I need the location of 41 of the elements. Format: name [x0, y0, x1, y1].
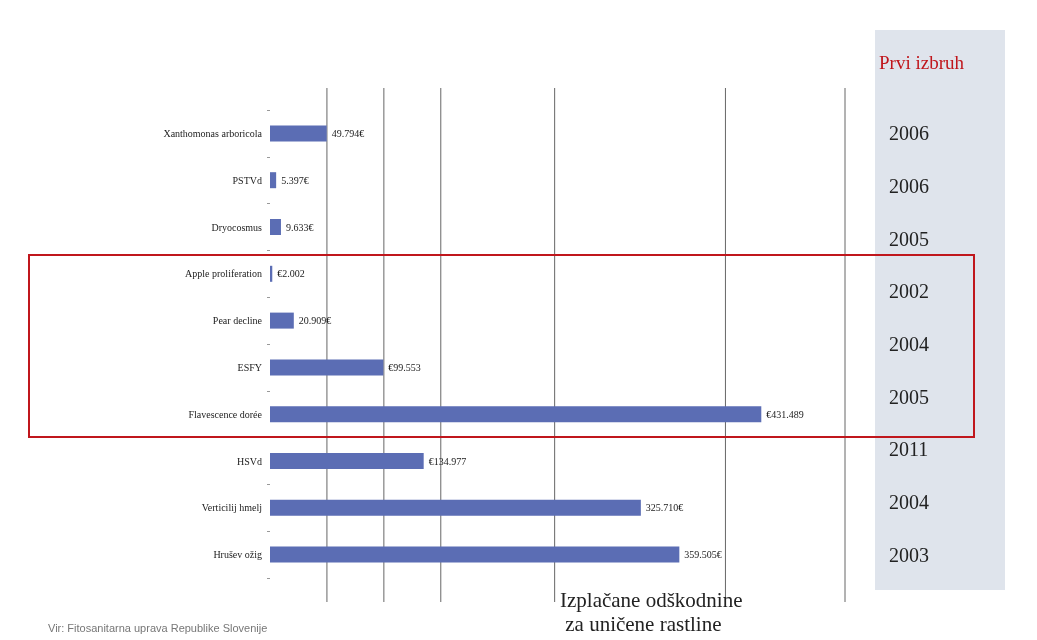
- bar: [270, 359, 384, 376]
- data-label: €134.977: [428, 455, 467, 467]
- text: Vir: Fitosanitarna uprava Republike Slovenije: [48, 622, 268, 634]
- text: 2005: [889, 227, 929, 250]
- y-tick-label: ESFY: [237, 361, 262, 373]
- text: 2011: [889, 438, 929, 461]
- y-tick-label: Flavescence dorée: [188, 408, 263, 420]
- data-label: 5.397€: [281, 174, 309, 186]
- data-label: €431.489: [766, 408, 804, 420]
- bar: [270, 499, 641, 516]
- data-label: 9.633€: [285, 221, 314, 233]
- text: 2004: [889, 333, 929, 355]
- y-tick-label: HSVd: [236, 455, 262, 467]
- bar: [270, 453, 424, 469]
- bar: [270, 546, 680, 563]
- y-tick-label: Dryocosmus: [211, 221, 263, 233]
- y-tick-label: Apple proliferation: [185, 268, 262, 280]
- text: 2006: [889, 175, 929, 198]
- y-tick-label: Verticilij hmelj: [201, 502, 262, 514]
- y-tick-label: Xanthomonas arboricola: [163, 127, 263, 139]
- data-label: 359.505€: [684, 549, 722, 561]
- text: 2004: [889, 490, 929, 513]
- text: 2006: [889, 122, 929, 145]
- data-label: 49.794€: [331, 127, 365, 139]
- bar: [270, 312, 294, 329]
- text: 2005: [889, 385, 929, 408]
- y-tick-label: Hrušev ožig: [213, 549, 262, 561]
- data-label: €99.553: [388, 361, 421, 373]
- y-tick-label: PSTVd: [232, 174, 262, 186]
- data-label: €2.002: [277, 268, 305, 280]
- data-label: 325.710€: [645, 502, 684, 514]
- text: 2002: [889, 280, 929, 303]
- bar: [270, 219, 281, 235]
- bar: [270, 172, 277, 189]
- text: 2003: [889, 543, 929, 566]
- data-label: 20.909€: [298, 315, 332, 327]
- text: Izplačane odškodnine za uničene rastline: [560, 588, 743, 636]
- bar: [270, 406, 762, 423]
- text: Prvi izbruh: [879, 51, 965, 73]
- y-tick-label: Pear decline: [212, 315, 263, 327]
- bar: [270, 125, 327, 142]
